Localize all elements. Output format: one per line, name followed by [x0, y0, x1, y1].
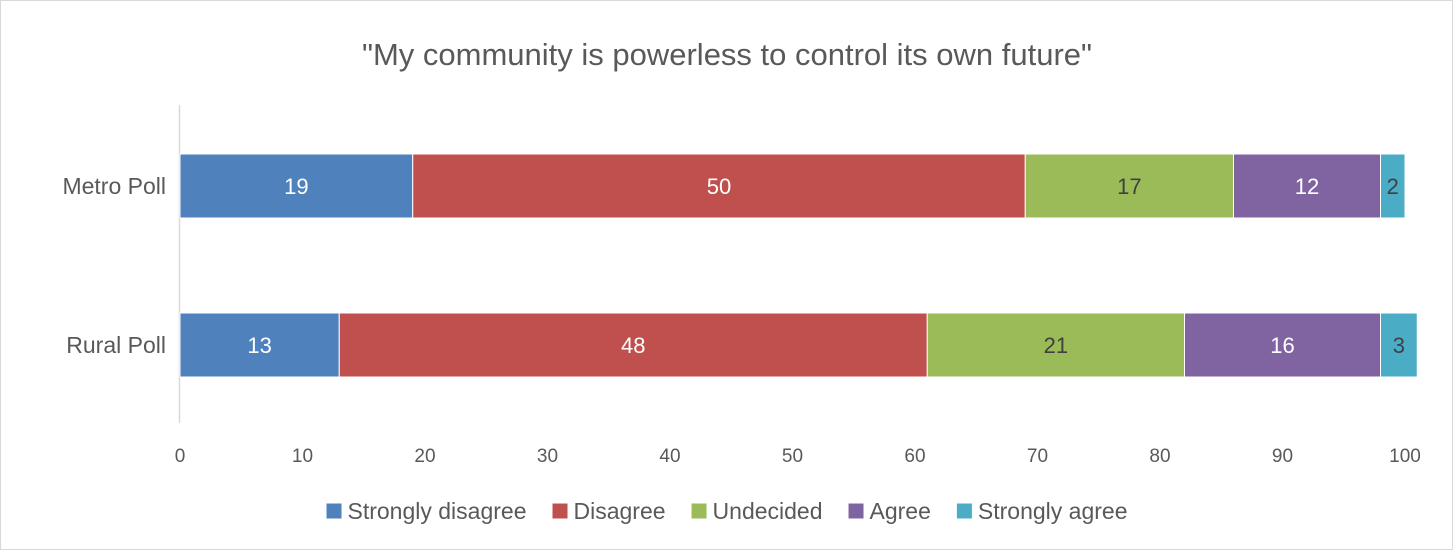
- data-label-rural-poll-strongly-agree: 3: [1393, 333, 1405, 358]
- x-tick-label-70: 70: [1027, 446, 1048, 467]
- x-tick-label-100: 100: [1389, 446, 1421, 467]
- x-tick-label-40: 40: [659, 446, 680, 467]
- legend-swatch-disagree: [552, 503, 568, 519]
- bar-rural-poll-strongly-disagree: [179, 312, 340, 378]
- data-label-rural-poll-undecided: 21: [1044, 333, 1068, 358]
- x-tick-label-20: 20: [414, 446, 435, 467]
- legend-item-strongly-agree: Strongly agree: [956, 498, 1128, 524]
- legend-label-undecided: Undecided: [713, 498, 823, 524]
- chart-title: "My community is powerless to control it…: [362, 37, 1092, 72]
- x-tick-label-80: 80: [1149, 446, 1170, 467]
- bar-metro-poll-disagree: [412, 153, 1026, 219]
- legend-swatch-strongly-disagree: [326, 503, 342, 519]
- legend-swatch-undecided: [691, 503, 707, 519]
- data-label-metro-poll-strongly-disagree: 19: [284, 174, 308, 199]
- legend-item-agree: Agree: [848, 498, 931, 524]
- data-label-metro-poll-undecided: 17: [1117, 174, 1141, 199]
- data-label-metro-poll-agree: 12: [1295, 174, 1319, 199]
- bar-metro-poll-undecided: [1024, 153, 1234, 219]
- legend-item-disagree: Disagree: [552, 498, 666, 524]
- legend-label-strongly-disagree: Strongly disagree: [348, 498, 527, 524]
- data-label-metro-poll-strongly-agree: 2: [1387, 174, 1399, 199]
- x-tick-label-90: 90: [1272, 446, 1293, 467]
- legend-swatch-agree: [848, 503, 864, 519]
- legend: Strongly disagree Disagree Undecided Agree S…: [326, 498, 1128, 524]
- bar-rural-poll-undecided: [926, 312, 1185, 378]
- category-label-metro-poll: Metro Poll: [62, 173, 166, 199]
- data-label-rural-poll-disagree: 48: [621, 333, 645, 358]
- bars-group: 19 50 17 12 2 13 48 21 16 3: [179, 153, 1418, 378]
- category-labels: Metro Poll Rural Poll: [62, 173, 166, 358]
- bar-rural-poll-agree: [1184, 312, 1381, 378]
- x-axis-tick-labels: 0 10 20 30 40 50 60 70 80 90 100: [175, 446, 1421, 467]
- x-tick-label-60: 60: [904, 446, 925, 467]
- data-label-rural-poll-agree: 16: [1270, 333, 1294, 358]
- bar-metro-poll-strongly-agree: [1380, 153, 1406, 219]
- legend-item-undecided: Undecided: [691, 498, 823, 524]
- legend-label-agree: Agree: [870, 498, 931, 524]
- legend-label-strongly-agree: Strongly agree: [978, 498, 1128, 524]
- legend-item-strongly-disagree: Strongly disagree: [326, 498, 527, 524]
- data-label-metro-poll-disagree: 50: [707, 174, 731, 199]
- category-label-rural-poll: Rural Poll: [66, 332, 166, 358]
- x-tick-label-10: 10: [292, 446, 313, 467]
- legend-swatch-strongly-agree: [956, 503, 972, 519]
- bar-metro-poll-strongly-disagree: [179, 153, 414, 219]
- legend-label-disagree: Disagree: [574, 498, 666, 524]
- x-tick-label-50: 50: [782, 446, 803, 467]
- x-tick-label-30: 30: [537, 446, 558, 467]
- bar-rural-poll-strongly-agree: [1380, 312, 1418, 378]
- data-label-rural-poll-strongly-disagree: 13: [247, 333, 271, 358]
- x-tick-label-0: 0: [175, 446, 186, 467]
